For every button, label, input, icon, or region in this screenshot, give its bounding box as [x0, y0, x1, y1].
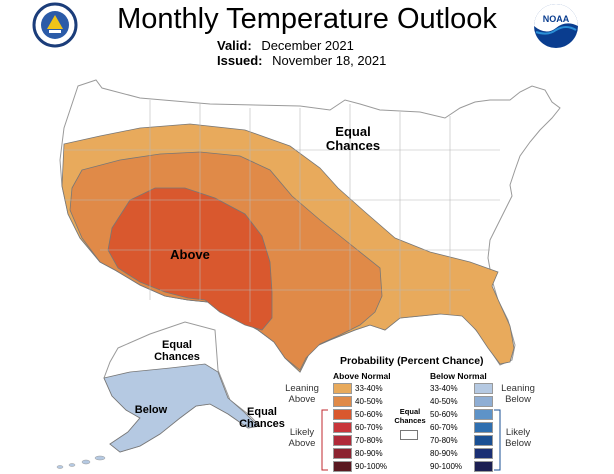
legend-above-label-0: 33-40% — [355, 384, 383, 393]
legend-above-label-5: 80-90% — [355, 449, 383, 458]
legend-below-swatch-0 — [474, 383, 493, 394]
legend-below-swatch-1 — [474, 396, 493, 407]
legend-below-label-0: 33-40% — [430, 384, 458, 393]
legend-below-swatch-2 — [474, 409, 493, 420]
legend-above-label-3: 60-70% — [355, 423, 383, 432]
legend-below-label-4: 70-80% — [430, 436, 458, 445]
alaska-equal-chances-south-label: Equal Chances — [239, 406, 285, 431]
legend-below-header: Below Normal — [430, 371, 487, 381]
conus-above-label: Above — [170, 247, 210, 262]
legend-above-swatch-4 — [333, 435, 352, 446]
legend-above-swatch-0 — [333, 383, 352, 394]
above-50-60-region — [107, 187, 273, 331]
legend-above-swatch-2 — [333, 409, 352, 420]
legend-likely-above: Likely Above — [288, 427, 316, 449]
legend-above-swatch-3 — [333, 422, 352, 433]
legend-below-label-1: 40-50% — [430, 397, 458, 406]
legend-below-label-6: 90-100% — [430, 462, 463, 471]
legend-equal-swatch — [400, 430, 418, 440]
legend-above-swatch-5 — [333, 448, 352, 459]
legend-leaning-below: Leaning Below — [501, 383, 535, 405]
legend-above-label-1: 40-50% — [355, 397, 383, 406]
legend-likely-below: Likely Below — [505, 427, 531, 449]
state-boundaries — [64, 100, 500, 330]
doc-seal-icon — [32, 2, 78, 48]
legend-above-label-4: 70-80% — [355, 436, 383, 445]
alaska-equal-chances-north-label: Equal Chances — [154, 339, 200, 364]
issued-value: November 18, 2021 — [272, 53, 387, 68]
conus-equal-chances-label: Equal Chances — [325, 124, 381, 154]
legend-above-header: Above Normal — [333, 371, 391, 381]
legend-leaning-above: Leaning Above — [285, 383, 319, 405]
legend-below-label-3: 60-70% — [430, 423, 458, 432]
legend-above-swatch-1 — [333, 396, 352, 407]
issued-label: Issued: — [217, 53, 263, 68]
legend-title: Probability (Percent Chance) — [340, 355, 484, 367]
noaa-logo-text: NOAA — [542, 14, 570, 24]
noaa-logo-icon: NOAA — [532, 2, 580, 50]
legend-above-label-2: 50-60% — [355, 410, 383, 419]
alaska-below-label: Below — [134, 404, 168, 416]
valid-line: Valid: December 2021 — [217, 38, 354, 53]
valid-value: December 2021 — [261, 38, 354, 53]
legend-below-swatch-4 — [474, 435, 493, 446]
legend-below-swatch-3 — [474, 422, 493, 433]
legend-below-swatch-6 — [474, 461, 493, 472]
legend-below-swatch-5 — [474, 448, 493, 459]
legend-below-label-2: 50-60% — [430, 410, 458, 419]
alaska-below-region — [103, 363, 259, 453]
legend-below-label-5: 80-90% — [430, 449, 458, 458]
aleutian-islands — [56, 455, 106, 469]
legend-equal-chances: Equal Chances — [394, 407, 426, 425]
page-title: Monthly Temperature Outlook — [117, 3, 497, 35]
valid-label: Valid: — [217, 38, 252, 53]
legend-above-swatch-6 — [333, 461, 352, 472]
issued-line: Issued: November 18, 2021 — [217, 53, 386, 68]
legend-above-label-6: 90-100% — [355, 462, 388, 471]
